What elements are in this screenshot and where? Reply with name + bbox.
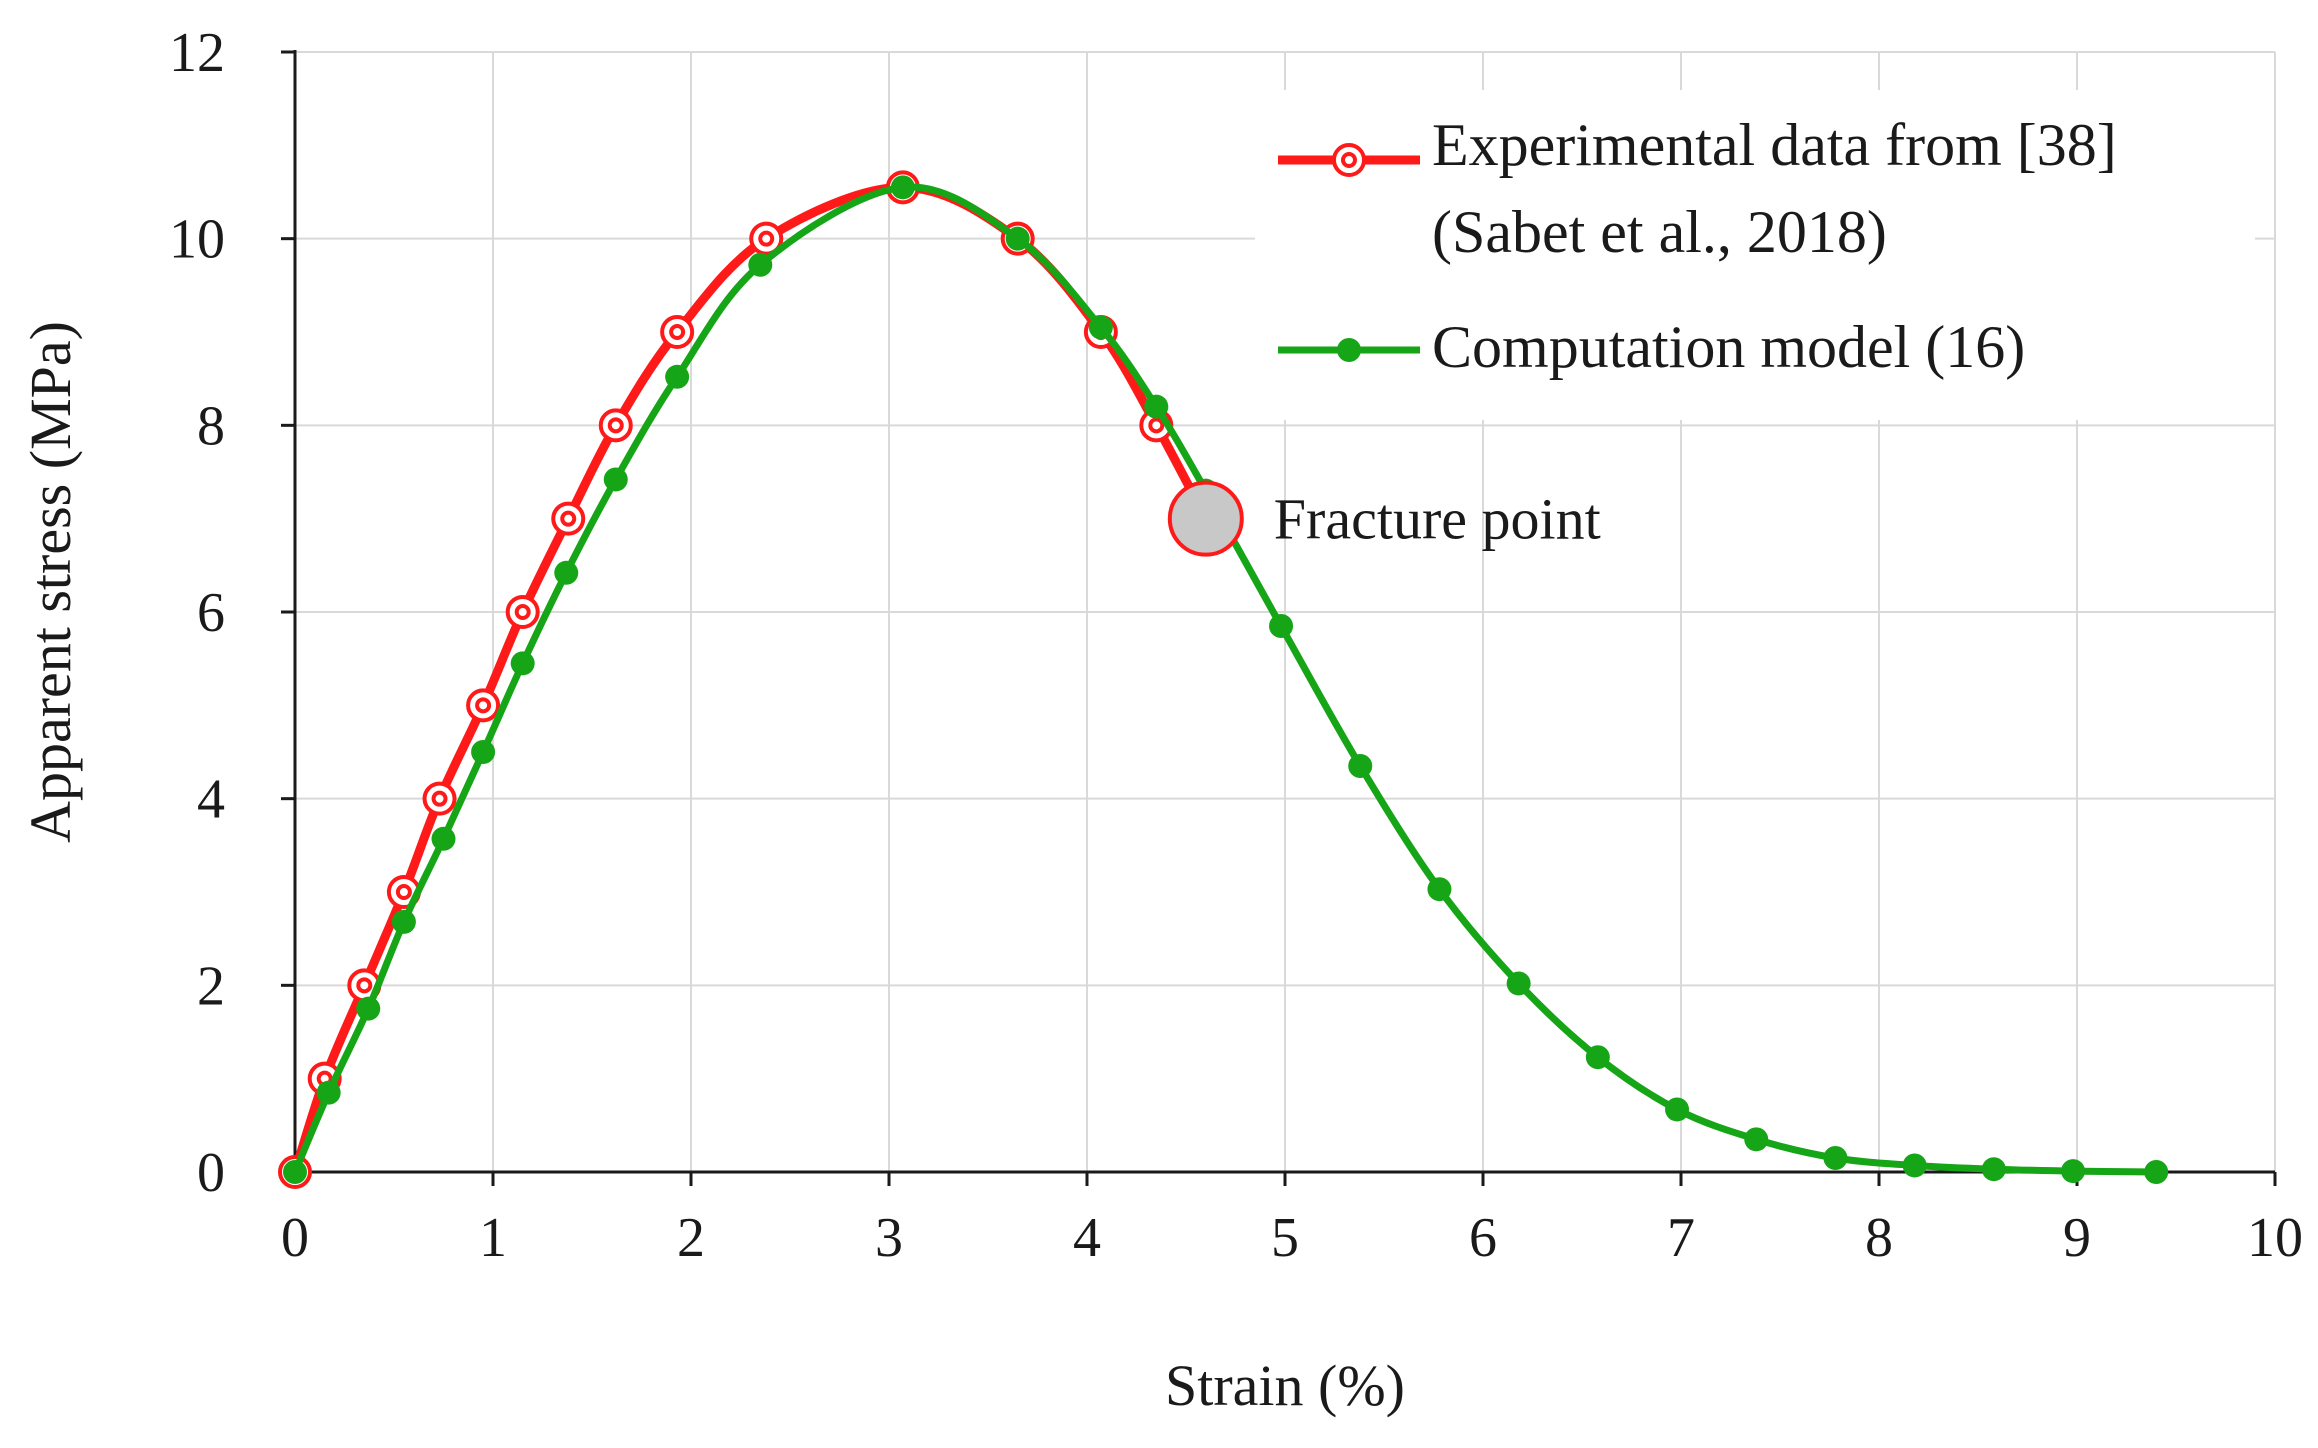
y-tick-label: 0 xyxy=(197,1142,225,1204)
legend-marker-experimental-inner xyxy=(1341,152,1357,168)
x-tick-label: 2 xyxy=(677,1207,705,1269)
x-tick-label: 5 xyxy=(1271,1207,1299,1269)
y-tick-label: 10 xyxy=(169,209,225,271)
y-tick-label: 12 xyxy=(169,22,225,84)
model-point xyxy=(431,826,456,851)
x-axis-title: Strain (%) xyxy=(1165,1353,1405,1418)
model-point xyxy=(603,467,628,492)
x-tick-label: 8 xyxy=(1865,1207,1893,1269)
model-point xyxy=(1088,315,1113,340)
model-point xyxy=(1585,1045,1610,1070)
model-point xyxy=(2144,1160,2169,1184)
experimental-point-inner xyxy=(669,324,686,340)
x-tick-label: 7 xyxy=(1667,1207,1695,1269)
x-tick-label: 6 xyxy=(1469,1207,1497,1269)
model-point xyxy=(1744,1127,1769,1152)
experimental-point-inner xyxy=(607,417,624,434)
y-tick-label: 6 xyxy=(197,582,225,644)
model-point xyxy=(1981,1157,2006,1182)
model-point xyxy=(1506,971,1531,996)
experimental-point-inner xyxy=(514,604,531,620)
model-point xyxy=(554,560,579,585)
model-point xyxy=(1902,1153,1927,1178)
y-tick-label: 8 xyxy=(197,395,225,457)
model-point xyxy=(1005,226,1030,251)
legend-label-experimental-line2: (Sabet et al., 2018) xyxy=(1432,199,1887,265)
legend-label-model: Computation model (16) xyxy=(1432,314,2025,380)
series xyxy=(278,170,2169,1189)
fracture-point-marker xyxy=(1167,480,1244,557)
x-tick-label: 1 xyxy=(479,1207,507,1269)
experimental-point-inner xyxy=(431,790,448,807)
y-axis-title: Apparent stress (MPa) xyxy=(18,321,83,843)
experimental-point-inner xyxy=(395,884,412,900)
x-tick-label: 10 xyxy=(2247,1207,2303,1269)
model-point xyxy=(471,740,496,764)
model-point xyxy=(1144,394,1169,419)
x-tick-label: 4 xyxy=(1073,1207,1101,1269)
y-tick-label: 4 xyxy=(197,769,225,831)
axes xyxy=(281,50,2277,1186)
model-point xyxy=(1823,1146,1848,1170)
model-point xyxy=(1269,614,1294,638)
model-point xyxy=(1665,1097,1690,1122)
model-point xyxy=(2061,1159,2086,1184)
experimental-point-inner xyxy=(758,230,775,247)
model-point xyxy=(356,996,381,1021)
experimental-point-inner xyxy=(475,697,492,714)
model-point xyxy=(1427,877,1452,902)
legend: Experimental data from [38] (Sabet et al… xyxy=(1255,90,2255,420)
x-tick-label: 3 xyxy=(875,1207,903,1269)
legend-background xyxy=(1255,90,2255,420)
y-tick-label: 2 xyxy=(197,955,225,1017)
experimental-point-inner xyxy=(1148,417,1165,434)
fracture-point-label: Fracture point xyxy=(1274,487,1601,552)
experimental-point-inner xyxy=(356,977,373,994)
model-point xyxy=(283,1160,307,1184)
model-point xyxy=(748,252,773,277)
x-tick-label: 9 xyxy=(2063,1207,2091,1269)
x-tick-label: 0 xyxy=(281,1207,309,1269)
model-point xyxy=(391,909,416,934)
model-point xyxy=(1348,754,1373,778)
model-point xyxy=(890,175,915,200)
legend-label-experimental-line1: Experimental data from [38] xyxy=(1432,112,2117,178)
legend-marker-model xyxy=(1337,338,1361,362)
annotations: Fracture point xyxy=(1167,480,1601,557)
model-point xyxy=(316,1080,341,1105)
model-point xyxy=(510,651,535,676)
model-point xyxy=(665,364,690,389)
experimental-point-inner xyxy=(560,510,577,527)
